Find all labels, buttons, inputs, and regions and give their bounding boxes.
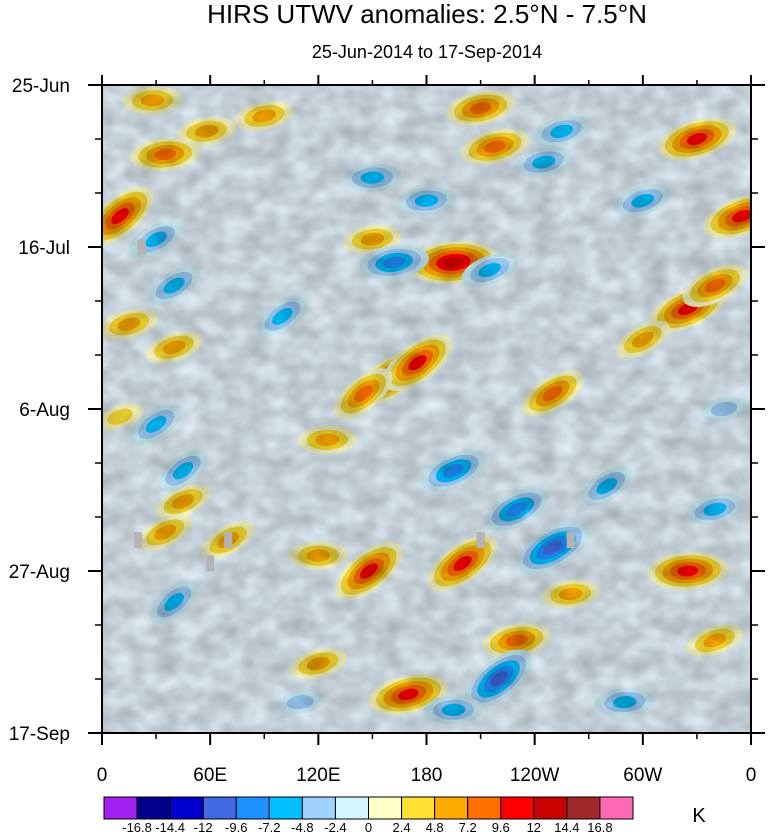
colorbar-box [202,796,237,820]
y-tick-label: 17-Sep [9,724,70,745]
x-tick-label: 180 [411,765,443,786]
colorbar-label: 9.6 [492,820,510,834]
colorbar-label: -2.4 [324,820,346,834]
missing-data-cell [476,532,485,549]
colorbar-label: 14.4 [554,820,579,834]
plot-area [102,85,751,733]
colorbar-label: -14.4 [155,820,185,834]
colorbar-label: -16.8 [122,820,152,834]
colorbar-label: 4.8 [426,820,444,834]
texture-overlay [102,85,751,733]
missing-data-cell [566,532,575,549]
colorbar-box [467,796,502,820]
anomaly-texture [102,85,751,733]
x-tick-label: 120W [510,765,560,786]
colorbar-box [533,796,568,820]
colorbar-box [169,796,204,820]
y-tick-label: 6-Aug [19,400,70,421]
colorbar-label: 2.4 [393,820,411,834]
missing-data [134,239,575,572]
colorbar-label: 12 [527,820,541,834]
x-axis: 0 60E 120E 180 120W 60W 0 [97,75,757,786]
colorbar-box [599,796,634,820]
colorbar-label: 7.2 [459,820,477,834]
y-tick-label: 25-Jun [12,76,70,97]
colorbar-box [401,796,436,820]
missing-data-cell [224,532,233,549]
y-axis: 25-Jun 16-Jul 6-Aug 27-Aug 17-Sep [9,76,765,745]
colorbar-box [103,796,138,820]
colorbar-box [136,796,171,820]
missing-data-cell [206,555,215,572]
x-tick-label: 0 [746,765,757,786]
colorbar: -16.8 -14.4 -12 -9.6 -7.2 -4.8 -2.4 0 2.4 4.8 7.2 9… [103,796,634,834]
x-tick-label: 60W [623,765,662,786]
y-tick-label: 16-Jul [18,238,70,259]
colorbar-box [334,796,370,820]
chart-title: HIRS UTWV anomalies: 2.5°N - 7.5°N [207,0,647,29]
colorbar-box [566,796,601,820]
x-tick-label: 120E [296,765,340,786]
missing-data-cell [137,239,146,255]
missing-data-cell [134,532,143,549]
x-tick-label: 0 [97,765,108,786]
colorbar-label: 0 [365,820,372,834]
colorbar-box [434,796,469,820]
y-tick-label: 27-Aug [9,562,70,583]
colorbar-box [500,796,535,820]
colorbar-label: -12 [194,820,213,834]
colorbar-label: -9.6 [225,820,247,834]
chart-subtitle: 25-Jun-2014 to 17-Sep-2014 [312,42,542,62]
colorbar-units: K [692,805,706,827]
colorbar-label: -4.8 [291,820,313,834]
colorbar-label: 16.8 [587,820,612,834]
colorbar-box [235,796,270,820]
colorbar-box [301,796,336,820]
colorbar-box [368,796,403,820]
x-tick-label: 60E [193,765,227,786]
colorbar-box [268,796,303,820]
colorbar-label: -7.2 [258,820,280,834]
